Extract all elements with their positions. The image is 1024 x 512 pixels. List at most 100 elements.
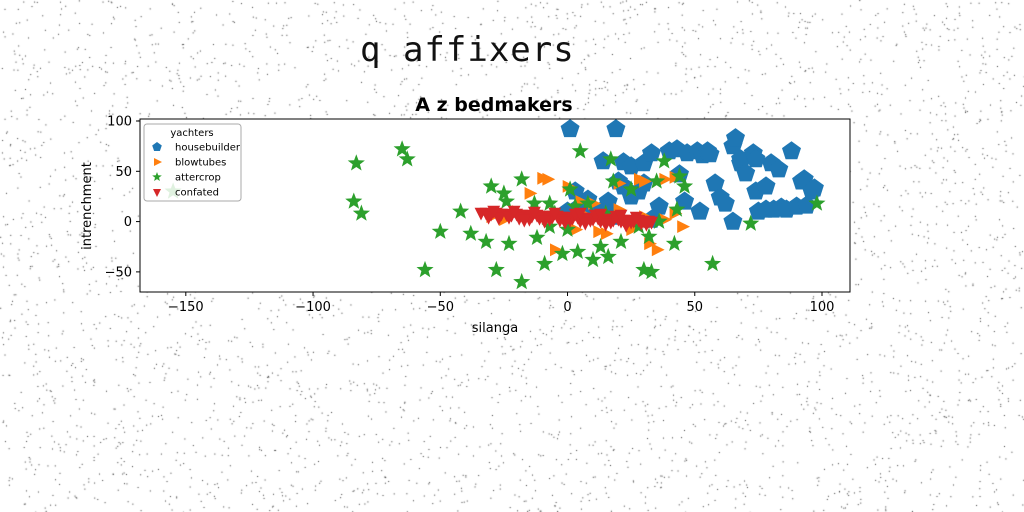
legend-box — [143, 123, 242, 202]
data-point-attercrop — [431, 222, 449, 239]
series-attercrop — [164, 140, 826, 290]
data-point-attercrop — [487, 260, 505, 278]
data-point-attercrop — [553, 244, 571, 262]
data-point-blowtubes — [524, 187, 538, 200]
data-point-attercrop — [648, 172, 666, 189]
data-point-attercrop — [635, 260, 653, 278]
data-point-housebuilder — [797, 195, 817, 214]
data-point-attercrop — [347, 154, 365, 171]
data-point-blowtubes — [677, 220, 690, 233]
data-point-confated — [619, 219, 633, 233]
data-point-attercrop — [597, 204, 615, 221]
data-point-attercrop — [655, 152, 673, 169]
legend-label-confated: confated — [175, 188, 219, 199]
data-point-confated — [573, 207, 587, 221]
data-point-attercrop — [513, 170, 531, 187]
data-point-attercrop — [416, 260, 434, 278]
data-point-attercrop — [650, 212, 668, 229]
data-point-attercrop — [622, 180, 640, 197]
data-point-blowtubes — [651, 243, 665, 257]
data-point-housebuilder — [736, 163, 756, 182]
data-point-confated — [578, 217, 592, 231]
data-point-attercrop — [640, 227, 658, 244]
data-point-attercrop — [559, 220, 577, 237]
data-point-attercrop — [642, 262, 661, 280]
data-point-attercrop — [704, 254, 722, 272]
data-point-attercrop — [676, 177, 694, 194]
data-point-attercrop — [612, 232, 630, 249]
data-point-housebuilder — [746, 149, 766, 168]
legend-label-blowtubes: blowtubes — [175, 158, 226, 169]
data-point-housebuilder — [690, 201, 710, 220]
data-point-blowtubes — [600, 227, 614, 241]
data-point-confated — [629, 211, 643, 225]
data-point-blowtubes — [570, 223, 584, 236]
legend-marker-blowtubes — [154, 158, 162, 166]
data-point-attercrop — [495, 184, 513, 201]
data-point-attercrop — [742, 214, 760, 231]
data-point-attercrop — [604, 172, 622, 189]
legend-title: yachters — [170, 128, 213, 139]
data-point-confated — [599, 218, 613, 232]
data-point-housebuilder — [700, 144, 720, 163]
y-axis-label: intrenchment — [80, 162, 95, 250]
data-point-attercrop — [536, 254, 554, 272]
legend-marker-housebuilder — [152, 142, 162, 151]
data-point-confated — [507, 205, 521, 219]
data-point-attercrop — [525, 194, 543, 211]
data-point-attercrop — [569, 242, 587, 259]
y-tick-label: 50 — [115, 165, 132, 180]
legend-marker-confated — [153, 189, 161, 197]
data-point-attercrop — [352, 204, 370, 221]
data-point-confated — [492, 212, 506, 226]
data-point-attercrop — [670, 167, 689, 184]
data-point-confated — [487, 205, 501, 219]
data-point-attercrop — [592, 237, 610, 254]
data-point-housebuilder — [715, 193, 735, 212]
data-point-attercrop — [541, 194, 559, 211]
data-point-attercrop — [808, 194, 826, 211]
data-point-blowtubes — [550, 243, 563, 257]
data-point-attercrop — [452, 202, 470, 219]
data-point-attercrop — [462, 224, 480, 241]
data-point-housebuilder — [769, 159, 789, 178]
data-point-confated — [502, 211, 516, 225]
x-axis-ticks: −150 −100 −50 0 50 100 — [168, 292, 834, 315]
data-point-blowtubes — [593, 225, 607, 239]
data-point-confated — [528, 206, 541, 220]
page-title: q affixers — [360, 30, 575, 70]
data-point-blowtubes — [659, 172, 673, 186]
data-point-housebuilder — [723, 211, 743, 230]
data-point-attercrop — [561, 180, 579, 197]
data-point-housebuilder — [726, 128, 745, 147]
x-tick-label: 0 — [563, 300, 571, 315]
data-point-attercrop — [393, 140, 411, 157]
data-point-confated — [558, 216, 572, 230]
data-point-confated — [614, 209, 628, 223]
data-point-confated — [640, 218, 653, 232]
legend: yachters housebuilder blowtubes attercrop c… — [143, 123, 242, 202]
data-point-housebuilder — [756, 176, 776, 195]
x-tick-label: 50 — [686, 300, 703, 315]
legend-label-attercrop: attercrop — [175, 173, 221, 184]
data-point-blowtubes — [639, 175, 652, 188]
x-tick-label: −150 — [168, 300, 204, 315]
data-point-housebuilder — [804, 178, 824, 197]
series-confated — [474, 205, 658, 233]
plot-frame — [139, 118, 851, 293]
data-point-housebuilder — [560, 119, 580, 138]
data-point-confated — [517, 214, 531, 228]
legend-label-housebuilder: housebuilder — [175, 143, 241, 154]
data-point-housebuilder — [642, 143, 661, 162]
data-point-attercrop — [477, 232, 495, 249]
data-point-attercrop — [566, 197, 584, 214]
y-tick-label: −50 — [105, 265, 132, 280]
data-point-housebuilder — [621, 186, 641, 205]
data-point-attercrop — [579, 194, 597, 211]
legend-marker-attercrop — [152, 172, 162, 181]
chart-title: A z bedmakers — [415, 94, 572, 116]
data-point-housebuilder — [782, 141, 801, 160]
data-point-confated — [548, 207, 562, 221]
x-tick-label: −100 — [295, 300, 331, 315]
